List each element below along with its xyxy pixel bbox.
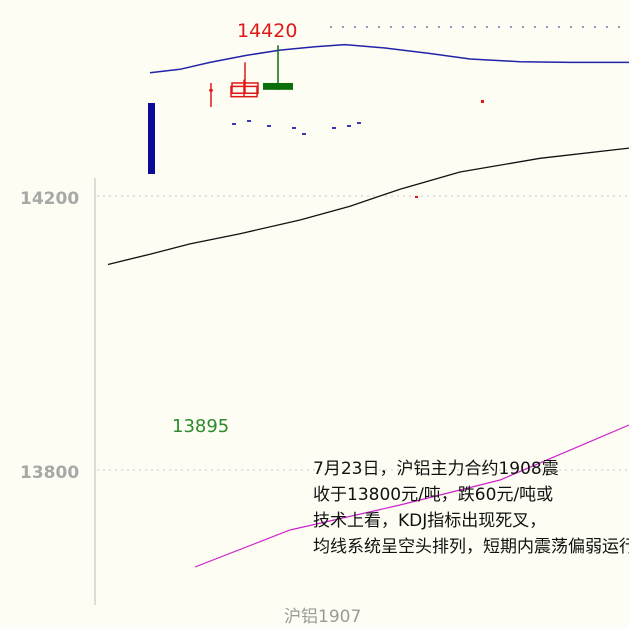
- y-tick-label-13800: 13800: [20, 463, 79, 483]
- indicator-dot: [357, 122, 361, 124]
- indicator-dot: [292, 127, 296, 129]
- indicator-dot: [302, 133, 306, 135]
- ma-line-middle: [107, 147, 629, 266]
- indicator-dot: [332, 127, 336, 129]
- news-annotation: 7月23日，沪铝主力合约1908震 收于13800元/吨，跌60元/吨或 技术上…: [313, 456, 629, 566]
- indicator-dot: [415, 196, 418, 198]
- annotation-line: 均线系统呈空头排列，短期内震荡偏弱运行为主: [313, 537, 629, 557]
- indicator-dot: [267, 125, 271, 127]
- low-price-label: 13895: [172, 416, 229, 437]
- indicator-dot: [232, 123, 236, 125]
- grid-lines: [97, 26, 629, 471]
- ma-line-top: [149, 43, 629, 74]
- annotation-line: 技术上看，KDJ指标出现死叉，: [313, 511, 547, 531]
- candle-body: [230, 85, 258, 98]
- candle-body: [231, 82, 259, 94]
- volume-bar: [148, 103, 155, 174]
- ma-line-pink: [194, 424, 629, 568]
- series-layer: [107, 43, 629, 568]
- candle-body: [209, 89, 213, 92]
- annotation-line: 7月23日，沪铝主力合约1908震: [313, 459, 559, 479]
- annotation-line: 收于13800元/吨，跌60元/吨或: [313, 485, 554, 505]
- y-tick-label-14200: 14200: [20, 189, 79, 209]
- indicator-dot: [247, 120, 251, 122]
- high-price-label: 14420: [237, 20, 297, 42]
- symbol-label: 沪铝1907: [284, 607, 362, 627]
- indicator-dot: [347, 125, 351, 127]
- indicator-dot: [481, 100, 484, 103]
- candle-body: [263, 82, 293, 90]
